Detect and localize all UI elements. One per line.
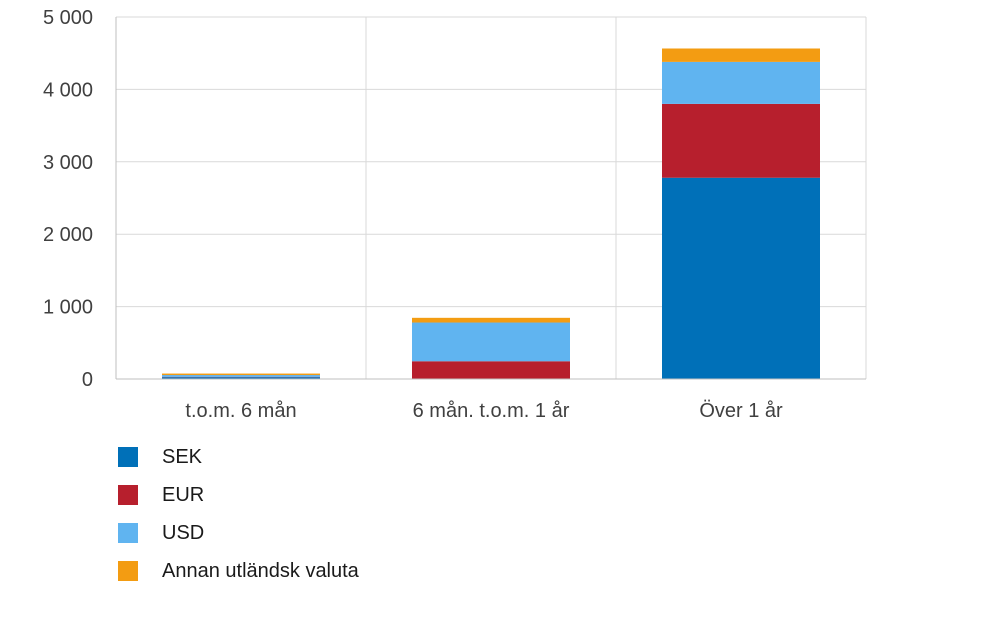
bar-segment-usd <box>162 375 320 377</box>
stacked-bar-chart: 0 1 000 2 000 3 000 4 000 5 000 t.o.m. 6 mån 6 … <box>43 7 867 422</box>
bar-segment-eur <box>662 103 820 178</box>
bar-segment-annan-utländsk-valuta <box>162 373 320 376</box>
bar-segment-sek <box>662 177 820 379</box>
x-tick-label: Över 1 år <box>699 400 783 422</box>
legend-swatch-usd <box>118 523 138 543</box>
x-tick-label: t.o.m. 6 mån <box>185 400 296 422</box>
x-tick-label: 6 mån. t.o.m. 1 år <box>413 400 570 422</box>
bar-segment-eur <box>412 361 570 379</box>
legend-label-eur: EUR <box>162 483 205 506</box>
y-tick-label: 5 000 <box>43 7 93 29</box>
axes: 0 1 000 2 000 3 000 4 000 5 000 t.o.m. 6 mån 6 … <box>43 7 866 422</box>
bar-segment-usd <box>412 322 570 362</box>
y-tick-label: 0 <box>82 369 93 391</box>
bar-segment-sek <box>162 377 320 379</box>
legend: SEK EUR USD Annan utländsk valuta <box>118 438 359 590</box>
legend-label-other: Annan utländsk valuta <box>162 559 359 582</box>
legend-item-sek: SEK <box>118 438 359 476</box>
bar-segment-usd <box>662 61 820 104</box>
bar-segment-annan-utländsk-valuta <box>662 48 820 62</box>
y-tick-label: 1 000 <box>43 297 93 319</box>
legend-swatch-other <box>118 561 138 581</box>
legend-item-eur: EUR <box>118 476 359 514</box>
legend-swatch-eur <box>118 485 138 505</box>
y-tick-label: 4 000 <box>43 79 93 101</box>
legend-label-sek: SEK <box>162 445 203 468</box>
legend-item-other: Annan utländsk valuta <box>118 552 359 590</box>
legend-label-usd: USD <box>162 521 205 544</box>
bars <box>162 48 820 379</box>
y-tick-label: 3 000 <box>43 152 93 174</box>
legend-item-usd: USD <box>118 514 359 552</box>
legend-swatch-sek <box>118 447 138 467</box>
bar-segment-annan-utländsk-valuta <box>412 317 570 323</box>
y-tick-label: 2 000 <box>43 224 93 246</box>
